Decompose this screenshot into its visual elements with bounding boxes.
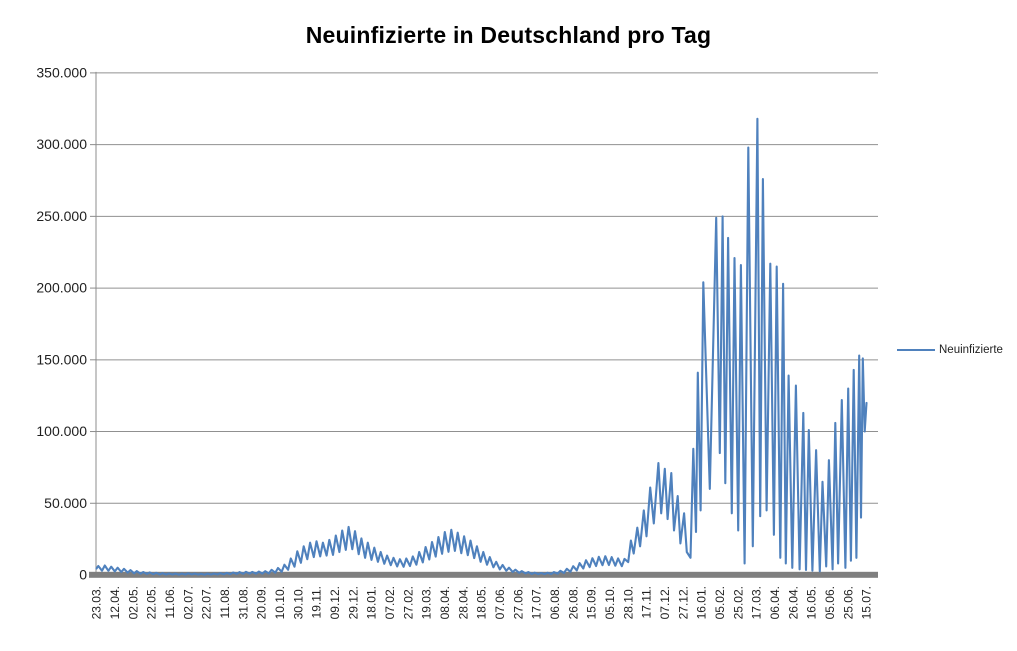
y-tick-label: 0 [79, 567, 87, 583]
x-tick-label: 22.07. [200, 586, 214, 619]
x-tick-label: 17.03. [750, 586, 764, 619]
x-tick-label: 19.11. [310, 586, 324, 618]
x-tick-label: 25.06. [841, 586, 855, 619]
x-tick-label: 05.06. [823, 586, 837, 619]
x-tick-label: 16.05. [805, 586, 819, 619]
x-tick-label: 07.02. [383, 586, 397, 619]
y-tick-label: 300.000 [36, 136, 87, 152]
x-tick-label: 18.05. [475, 586, 489, 619]
x-tick-label: 12.04. [108, 586, 122, 619]
x-tick-label: 19.03. [420, 586, 434, 619]
x-tick-label: 18.01. [365, 586, 379, 619]
x-tick-label: 29.12. [346, 586, 360, 619]
x-tick-label: 26.08. [566, 586, 580, 619]
x-tick-label: 11.06. [163, 586, 177, 618]
x-axis-band [89, 571, 878, 578]
y-tick-label: 150.000 [36, 351, 87, 367]
x-tick-label: 11.08. [218, 586, 232, 618]
y-tick-label: 200.000 [36, 280, 87, 296]
x-tick-label: 05.02. [713, 586, 727, 619]
y-tick-label: 50.000 [44, 495, 87, 511]
x-tick-label: 02.05. [126, 586, 140, 619]
x-tick-label: 23.03. [90, 586, 104, 619]
x-tick-label: 28.10. [621, 586, 635, 619]
x-tick-label: 20.09. [255, 586, 269, 619]
x-tick-label: 31.08. [236, 586, 250, 619]
x-tick-label: 27.06. [511, 586, 525, 619]
x-tick-label: 05.10. [603, 586, 617, 619]
legend[interactable]: Neuinfizierte [897, 344, 1003, 356]
x-tick-label: 27.12. [676, 586, 690, 619]
x-tick-label: 06.08. [548, 586, 562, 619]
x-tick-label: 28.04. [456, 586, 470, 619]
x-tick-label: 10.10. [273, 586, 287, 619]
x-tick-label: 30.10. [291, 586, 305, 619]
x-tick-label: 09.12. [328, 586, 342, 619]
x-tick-label: 26.04. [786, 586, 800, 619]
x-tick-label: 22.05. [145, 586, 159, 619]
chart-title[interactable]: Neuinfizierte in Deutschland pro Tag [305, 22, 712, 48]
y-tick-label: 350.000 [36, 64, 87, 80]
x-tick-label: 02.07. [181, 586, 195, 619]
y-tick-label: 250.000 [36, 208, 87, 224]
x-tick-label: 06.04. [768, 586, 782, 619]
x-tick-label: 08.04. [438, 586, 452, 619]
x-tick-label: 17.11. [640, 586, 654, 618]
x-tick-label: 07.06. [493, 586, 507, 619]
x-tick-label: 07.12. [658, 586, 672, 619]
x-tick-label: 27.02. [401, 586, 415, 619]
x-tick-label: 25.02. [731, 586, 745, 619]
x-tick-label: 15.09. [585, 586, 599, 619]
x-tick-label: 16.01. [695, 586, 709, 619]
x-tick-label: 17.07. [530, 586, 544, 619]
series-line[interactable] [95, 117, 868, 576]
y-tick-label: 100.000 [36, 423, 87, 439]
x-tick-label: 15.07. [860, 586, 874, 619]
legend-line-swatch [897, 349, 935, 351]
legend-label: Neuinfizierte [939, 344, 1003, 356]
